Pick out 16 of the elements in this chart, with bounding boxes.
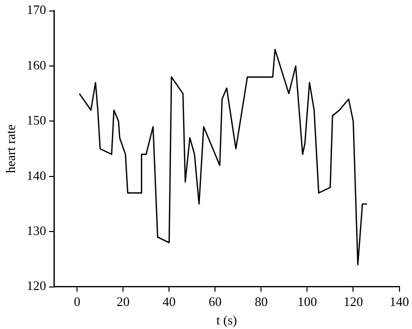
x-tick-label: 100 [297,294,317,310]
x-tick-label: 40 [162,294,176,310]
x-tick-label: 20 [116,294,130,310]
x-tick-label: 0 [74,294,80,310]
y-tick-label: 120 [26,278,46,294]
y-tick-label: 170 [26,2,46,18]
x-tick-label: 120 [343,294,363,310]
x-tick-label: 140 [390,294,409,310]
y-axis-title: heart rate [3,124,18,174]
y-tick-label: 130 [26,223,46,238]
y-tick-label: 150 [26,112,46,128]
x-axis-title: t (s) [216,312,237,328]
x-tick-label: 60 [208,294,222,310]
y-tick-label: 140 [26,168,46,183]
y-tick-label: 160 [26,57,46,72]
x-tick-label: 80 [254,294,268,310]
